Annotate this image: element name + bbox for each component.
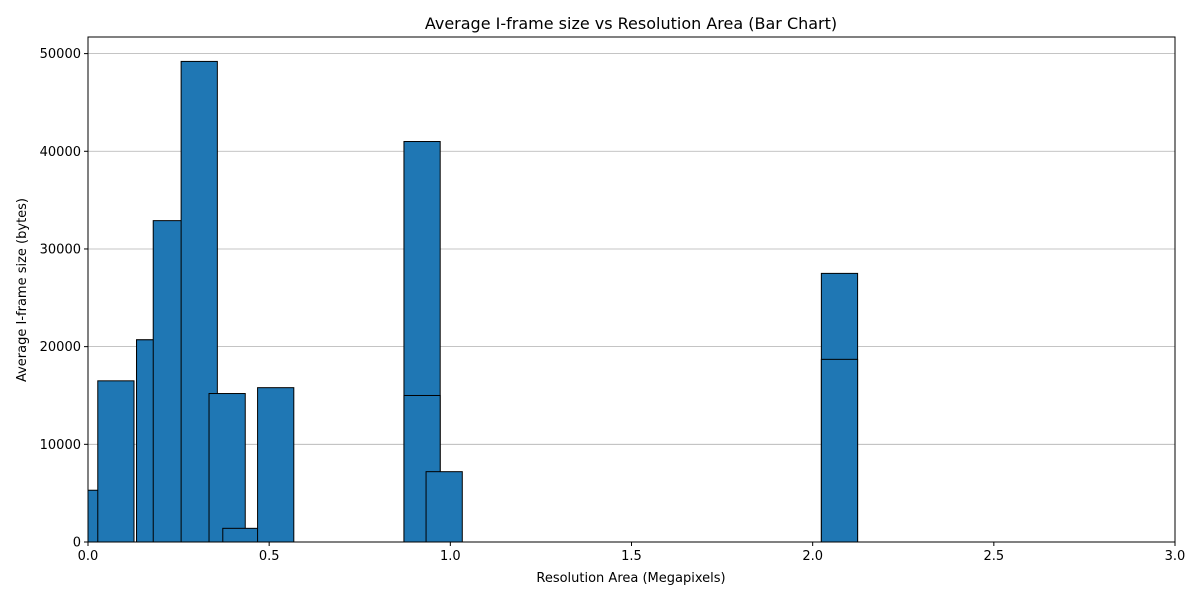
x-tick-label: 1.5 (621, 549, 642, 564)
chart-title: Average I-frame size vs Resolution Area … (425, 14, 837, 33)
x-tick-label: 3.0 (1165, 549, 1186, 564)
grid-lines (88, 53, 1175, 445)
y-axis: 0 10000 20000 30000 40000 50000 (40, 47, 88, 551)
y-tick-label: 30000 (40, 242, 81, 257)
bar (820, 358, 859, 542)
bar (97, 380, 135, 542)
y-tick-label: 10000 (40, 438, 81, 453)
plot-frame (87, 36, 1176, 543)
bar (208, 393, 246, 542)
x-axis-label: Resolution Area (Megapixels) (536, 571, 725, 586)
x-tick-label: 0.0 (78, 549, 99, 564)
y-tick-label: 40000 (40, 145, 81, 160)
bar (425, 471, 463, 542)
y-tick-label: 50000 (40, 47, 81, 62)
x-tick-label: 0.5 (259, 549, 280, 564)
y-tick-label: 20000 (40, 340, 81, 355)
y-axis-label: Average I-frame size (bytes) (15, 198, 30, 382)
bar (222, 527, 260, 542)
x-axis: 0.0 0.5 1.0 1.5 2.0 2.5 3.0 (78, 542, 1186, 564)
bars (88, 60, 859, 542)
x-tick-label: 2.5 (983, 549, 1004, 564)
x-tick-label: 1.0 (440, 549, 461, 564)
x-tick-label: 2.0 (802, 549, 823, 564)
bar (257, 387, 295, 542)
y-tick-label: 0 (73, 536, 81, 551)
